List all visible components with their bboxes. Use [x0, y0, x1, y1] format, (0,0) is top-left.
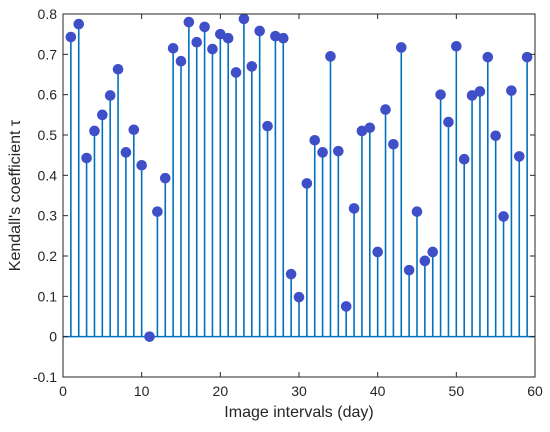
- y-tick-label: 0.1: [38, 288, 58, 304]
- stem-marker: [482, 51, 494, 63]
- stem-marker: [372, 246, 383, 258]
- stem-marker: [112, 63, 124, 75]
- stem-marker: [222, 32, 234, 44]
- y-axis-label: Kendall's coefficient τ: [7, 119, 24, 271]
- y-tick-label: -0.1: [33, 369, 57, 385]
- y-tick-label: 0.3: [38, 208, 58, 224]
- stem-marker: [309, 134, 321, 146]
- stem-series: [65, 13, 533, 342]
- y-tick-label: 0.5: [38, 127, 58, 143]
- stem-marker: [490, 130, 501, 142]
- x-tick-label: 10: [134, 383, 150, 399]
- stem-marker: [277, 32, 289, 44]
- stem-marker: [443, 116, 454, 128]
- x-tick-label: 50: [449, 383, 465, 399]
- y-tick-label: 0.4: [38, 167, 58, 183]
- stem-marker: [238, 13, 250, 25]
- stem-marker: [136, 159, 147, 171]
- y-axis: -0.1 0 0.1 0.2 0.3 0.4 0.5 0.6 0.7 0.8: [33, 6, 535, 385]
- stem-marker: [159, 172, 171, 184]
- stem-marker: [521, 51, 533, 63]
- stem-marker: [403, 264, 415, 276]
- stem-marker: [97, 109, 108, 121]
- y-tick-label: 0.7: [38, 46, 58, 62]
- stem-marker: [427, 246, 439, 258]
- stem-marker: [183, 16, 195, 28]
- stem-marker: [191, 36, 203, 48]
- stem-marker: [175, 55, 187, 67]
- stem-marker: [230, 67, 242, 78]
- stem-marker: [81, 152, 92, 164]
- stem-marker: [293, 291, 305, 303]
- stem-marker: [120, 147, 132, 158]
- x-tick-label: 60: [527, 383, 543, 399]
- x-tick-label: 30: [291, 383, 307, 399]
- stem-marker: [364, 122, 376, 134]
- stem-marker: [285, 268, 297, 280]
- stem-marker: [340, 301, 352, 312]
- stem-marker: [451, 40, 462, 52]
- stem-marker: [262, 120, 273, 132]
- x-tick-label: 20: [213, 383, 229, 399]
- y-tick-label: 0.6: [38, 87, 58, 103]
- stem-marker: [435, 89, 446, 100]
- stem-marker: [506, 85, 517, 96]
- stem-marker: [301, 178, 313, 189]
- x-tick-label: 0: [59, 383, 67, 399]
- stem-marker: [498, 211, 509, 222]
- y-tick-label: 0.2: [38, 248, 58, 264]
- x-axis-label: Image intervals (day): [224, 404, 373, 421]
- y-tick-label: 0: [49, 329, 57, 345]
- y-tick-label: 0.8: [38, 6, 58, 22]
- stem-marker: [128, 124, 140, 136]
- stem-marker: [348, 203, 360, 214]
- stem-marker: [199, 21, 210, 33]
- stem-marker: [246, 61, 258, 72]
- stem-marker: [395, 42, 407, 53]
- stem-marker: [167, 42, 179, 54]
- stem-marker: [89, 125, 100, 137]
- stem-marker: [474, 86, 486, 97]
- stem-marker: [317, 147, 328, 158]
- stem-marker: [458, 153, 470, 165]
- stem-marker: [207, 43, 218, 55]
- stem-marker: [388, 138, 399, 150]
- stem-marker: [466, 90, 478, 101]
- stem-marker: [419, 255, 431, 267]
- stem-marker: [104, 90, 116, 101]
- stem-marker: [254, 25, 265, 37]
- stem-marker: [152, 206, 163, 217]
- stem-marker: [73, 18, 85, 30]
- x-tick-label: 40: [370, 383, 386, 399]
- stem-marker: [411, 206, 423, 217]
- stem-marker: [65, 31, 77, 43]
- stem-marker: [513, 151, 525, 162]
- stem-marker: [144, 331, 155, 342]
- stem-marker: [333, 145, 344, 157]
- stem-marker: [380, 104, 391, 115]
- x-axis: 0 10 20 30 40 50 60: [59, 14, 543, 399]
- stem-marker: [215, 28, 226, 40]
- stem-marker: [325, 51, 336, 62]
